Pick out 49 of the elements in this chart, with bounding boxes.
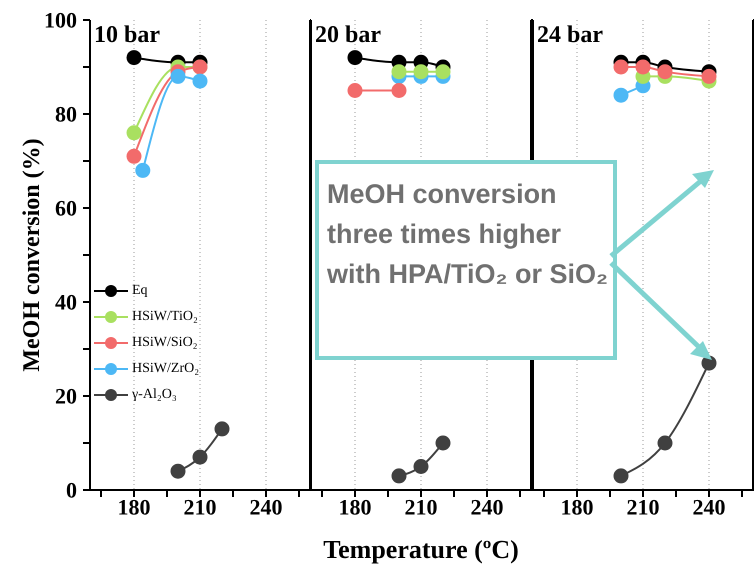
legend-label: HSiW/SiO₂ <box>132 334 198 352</box>
point <box>414 64 428 80</box>
y-tick-label: 80 <box>55 102 77 126</box>
point <box>614 60 628 74</box>
point <box>658 436 672 450</box>
point <box>170 464 186 479</box>
point <box>126 148 142 164</box>
point <box>436 64 450 80</box>
legend-label: HSiW/TiO₂ <box>132 308 198 326</box>
y-tick-label: 40 <box>55 290 77 314</box>
point <box>126 125 142 140</box>
point <box>170 68 186 84</box>
point <box>436 436 450 450</box>
y-tick-label: 100 <box>44 8 77 32</box>
x-tick-label: 240 <box>250 494 282 520</box>
x-tick-label: 180 <box>560 494 594 520</box>
legend-label: Eq <box>132 282 148 300</box>
text-box: MeOH conversion three times higher with HPA/TiO₂ or SiO₂ <box>315 160 617 360</box>
point <box>702 68 716 84</box>
x-tick-label: 210 <box>626 494 660 520</box>
point <box>614 88 628 103</box>
point <box>192 74 208 89</box>
x-axis-title: Temperature (ºC) <box>323 535 519 564</box>
point <box>214 421 230 436</box>
legend-label: γ-Al₂O₃ <box>132 386 177 404</box>
x-tick-label: 210 <box>184 494 216 520</box>
chart-title: 24 bar <box>537 22 603 49</box>
point <box>348 50 362 66</box>
point <box>392 468 406 484</box>
y-tick-label: 0 <box>66 478 77 502</box>
y-tick-label: 20 <box>55 384 77 408</box>
point <box>126 50 142 66</box>
y-tick-label: 60 <box>55 196 77 220</box>
point <box>135 162 150 178</box>
chart-title: 10 bar <box>94 22 160 49</box>
point <box>348 83 362 98</box>
point <box>392 83 406 98</box>
x-tick-label: 180 <box>338 494 372 520</box>
point <box>658 64 672 80</box>
x-tick-label: 240 <box>692 494 726 520</box>
x-tick-label: 210 <box>404 494 438 520</box>
legend-label: HSiW/ZrO₂ <box>132 360 200 378</box>
x-tick-label: 180 <box>118 494 150 520</box>
point <box>392 64 406 80</box>
chart-title: 20 bar <box>315 22 381 49</box>
point <box>614 468 628 484</box>
x-tick-label: 240 <box>470 494 504 520</box>
y-axis-title: MeOH conversion (%) <box>19 138 45 372</box>
point <box>636 60 650 74</box>
